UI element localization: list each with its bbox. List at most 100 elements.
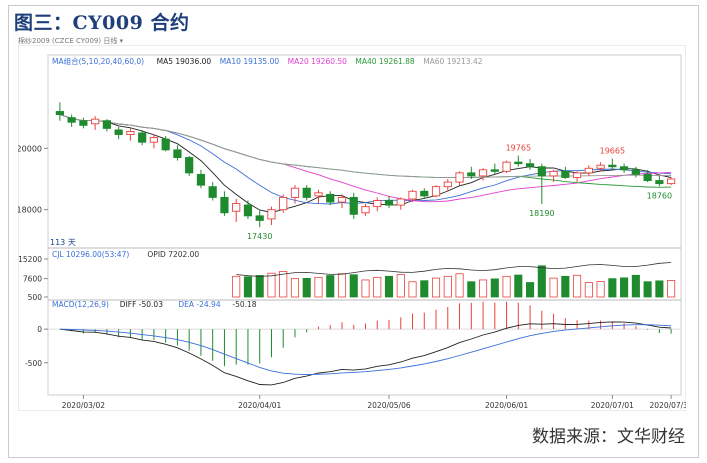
candle-down (490, 169, 499, 172)
volume-bar-down (420, 280, 429, 298)
source-note: 数据来源：文华财经 (532, 427, 685, 447)
candle-up (91, 118, 100, 125)
macd-panel (48, 301, 681, 386)
volume-bar-up (479, 279, 488, 298)
volume-bar-down (655, 280, 664, 298)
x-tick-label: 2020/07/30 (650, 401, 686, 410)
candle-down (655, 180, 664, 185)
candle-down (114, 129, 123, 135)
volume-y-tick-label: 15200 (18, 255, 42, 264)
volume-bar-up (279, 271, 288, 298)
contract-subheader: 棉纱2009 (CZCE CY009) 日线 ▾ (18, 37, 124, 45)
candle-down (537, 166, 546, 177)
candle-up (443, 181, 452, 188)
volume-bar-down (302, 277, 311, 298)
volume-bar-down (255, 275, 264, 298)
candle-up (596, 164, 605, 169)
candle-up (314, 192, 323, 197)
volume-bar-up (267, 272, 276, 298)
volume-legend-item: CJL 10296.00(53:47) (52, 250, 129, 259)
candle-down (467, 172, 476, 177)
x-tick-label: 2020/07/01 (591, 401, 634, 410)
volume-bar-up (314, 276, 323, 298)
macd-legend-item: MACD(12,26,9) (52, 300, 109, 309)
macd-legend-item: DIFF -50.03 (120, 300, 163, 309)
macd-y-tick-label: -500 (25, 359, 42, 368)
candlestick-chart: 17430 19765 18190 19665 18760 113 天 20000 1800… (17, 44, 693, 412)
macd-y-tick-label: 0 (37, 325, 42, 334)
volume-bar-up (596, 281, 605, 298)
volume-bar-up (443, 275, 452, 298)
candle-up (502, 161, 511, 172)
price-annotation: 17430 (247, 232, 272, 241)
price-y-tick-label: 20000 (18, 144, 42, 153)
chart-panel: 17430 19765 18190 19665 18760 113 天 20000 1800… (17, 44, 693, 412)
candle-down (608, 164, 617, 168)
candle-up (667, 178, 676, 185)
macd-diff-line (59, 321, 672, 386)
candle-down (525, 163, 535, 168)
candle-down (161, 138, 170, 151)
candle-up (455, 172, 464, 183)
volume-bar-up (232, 275, 241, 298)
candle-up (232, 203, 241, 212)
volume-bar-down (349, 274, 358, 298)
volume-bar-down (561, 275, 570, 298)
volume-bar-down (467, 281, 476, 298)
macd-legend-item: -50.18 (232, 300, 256, 309)
candle-down (196, 173, 206, 186)
candle-up (126, 130, 135, 135)
figure-frame (8, 5, 699, 458)
volume-bar-down (643, 281, 652, 298)
volume-bar-down (608, 278, 617, 298)
volume-bar-up (667, 280, 676, 298)
volume-bar-up (408, 281, 417, 298)
candle-down (67, 117, 76, 123)
candle-down (384, 200, 394, 206)
macd-legend-item: DEA -24.94 (178, 300, 220, 309)
candle-up (396, 198, 405, 206)
volume-bar-down (384, 275, 394, 298)
price-annotation: 19765 (506, 144, 531, 153)
candle-down (420, 190, 429, 197)
candle-up (337, 196, 347, 203)
volume-bar-up (573, 274, 582, 298)
volume-bar-up (431, 277, 441, 298)
price-y-tick-label: 18000 (18, 206, 42, 215)
price-annotation: 18190 (529, 209, 554, 218)
candle-down (138, 132, 147, 143)
volume-bar-up (549, 277, 558, 298)
price-annotation: 18760 (647, 191, 672, 200)
candle-down (185, 157, 194, 174)
candle-down (620, 166, 629, 171)
candle-up (149, 137, 159, 143)
volume-bar-up (455, 273, 464, 298)
days-corner-label: 113 天 (50, 238, 76, 247)
price-legend-item: MA60 19213.42 (423, 57, 483, 66)
volume-bar-up (337, 273, 347, 298)
volume-bar-down (620, 277, 629, 298)
candle-down (243, 204, 253, 217)
candle-down (208, 186, 217, 198)
volume-y-tick-label: 7600 (23, 275, 42, 284)
volume-bar-down (631, 274, 640, 298)
price-legend-item: MA5 19036.00 (157, 57, 212, 66)
x-tick-label: 2020/06/01 (485, 401, 528, 410)
candle-down (514, 161, 523, 165)
x-tick-label: 2020/03/02 (62, 401, 105, 410)
figure-title: 图三：CY009 合约 (14, 12, 190, 34)
volume-bar-up (396, 274, 405, 298)
price-legend-item: MA组合(5,10,20,40,60,0) (52, 56, 144, 66)
volume-bar-down (243, 276, 252, 298)
chart-border (17, 44, 687, 412)
plot-area-border (47, 54, 682, 396)
price-annotation: 19665 (600, 147, 625, 156)
candle-down (631, 169, 640, 175)
candle-down (102, 120, 111, 129)
legend-layer: MA组合(5,10,20,40,60,0) MA5 19036.00 MA10 19… (52, 56, 483, 309)
open-interest-line (236, 262, 672, 277)
volume-bar-up (373, 276, 382, 298)
candle-down (326, 193, 335, 203)
candle-down (561, 170, 570, 178)
volume-bar-up (361, 279, 370, 298)
